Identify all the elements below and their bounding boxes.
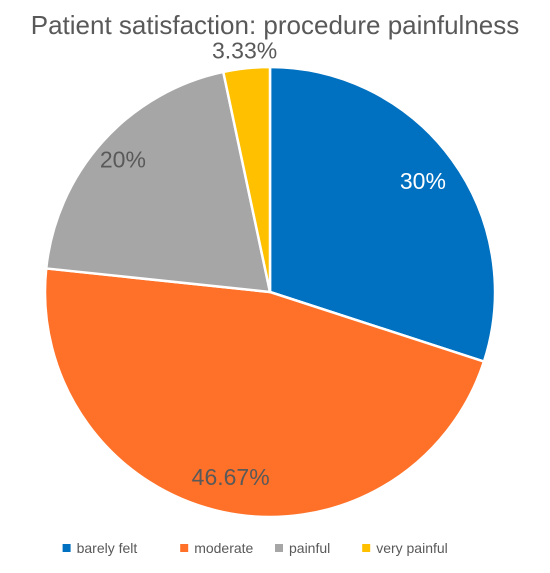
pie-slices [43, 65, 497, 519]
data-label-very-painful: 3.33% [212, 37, 277, 63]
legend-swatch-barely-felt [62, 544, 71, 552]
legend-item-moderate: moderate [180, 540, 254, 556]
legend-swatch-very-painful [362, 544, 371, 552]
legend: barely felt moderate painful very painful [62, 540, 448, 556]
pie-slice-moderate [43, 267, 486, 519]
legend-swatch-painful [275, 544, 283, 552]
legend-swatch-moderate [180, 544, 189, 552]
pie-slice-barely-felt [268, 65, 497, 363]
legend-label-barely-felt: barely felt [77, 540, 138, 556]
legend-label-very-painful: very painful [376, 540, 448, 556]
pie-slice-very-painful [222, 65, 272, 294]
legend-item-painful: painful [275, 540, 330, 556]
pie-slice-painful [44, 70, 272, 294]
data-labels: 30% 46.67% 20% 3.33% [100, 37, 446, 490]
legend-item-very-painful: very painful [362, 540, 448, 556]
legend-label-moderate: moderate [194, 540, 253, 556]
legend-label-painful: painful [289, 540, 330, 556]
legend-item-barely-felt: barely felt [62, 540, 138, 556]
data-label-moderate: 46.67% [192, 464, 270, 490]
chart-title: Patient satisfaction: procedure painfuln… [31, 10, 520, 40]
data-label-barely-felt: 30% [400, 168, 446, 194]
data-label-painful: 20% [100, 146, 146, 172]
